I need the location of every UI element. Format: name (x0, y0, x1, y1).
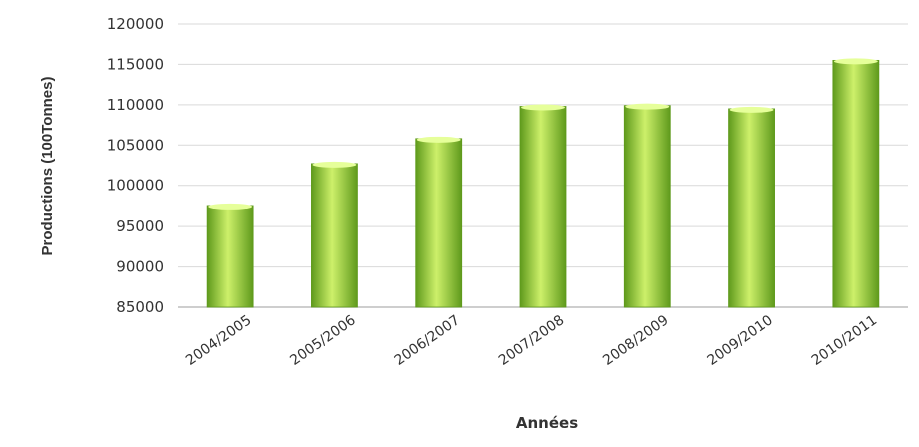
bar (832, 59, 880, 308)
x-tick-label: 2006/2007 (392, 312, 463, 369)
bar-top (625, 103, 670, 110)
y-tick-label: 105000 (107, 136, 164, 154)
bar-top (729, 106, 774, 113)
x-tick-label: 2009/2010 (704, 312, 775, 369)
bar (728, 108, 775, 308)
bars (206, 58, 880, 308)
x-tick-label: 2005/2006 (287, 312, 358, 369)
y-tick-label: 115000 (107, 55, 164, 73)
bar (206, 205, 254, 308)
x-tick-label: 2007/2008 (496, 312, 567, 369)
y-tick-label: 90000 (116, 258, 164, 276)
bar-top (312, 161, 357, 168)
x-tick-label: 2008/2009 (600, 312, 671, 369)
bar-top (416, 136, 461, 143)
bar (623, 105, 671, 308)
y-tick-labels: 85000 90000 95000 100000 105000 110000 115000 1… (107, 15, 164, 316)
bar (415, 138, 463, 308)
y-tick-label: 85000 (116, 298, 164, 316)
bar (519, 106, 567, 308)
bar-top (521, 104, 565, 111)
x-tick-label: 2004/2005 (183, 312, 254, 369)
x-axis-label: Années (516, 414, 578, 432)
y-axis-label: Productions (100Tonnes) (39, 77, 56, 256)
bar-top (208, 203, 253, 210)
bar-top (833, 58, 878, 65)
bar (311, 163, 358, 308)
y-tick-label: 95000 (116, 217, 164, 235)
x-tick-label: 2010/2011 (809, 312, 880, 369)
y-tick-label: 120000 (107, 15, 164, 33)
x-tick-labels: 2004/2005 2005/2006 2006/2007 2007/2008 2008… (183, 312, 880, 369)
y-tick-label: 100000 (107, 177, 164, 195)
y-tick-label: 110000 (107, 96, 164, 114)
